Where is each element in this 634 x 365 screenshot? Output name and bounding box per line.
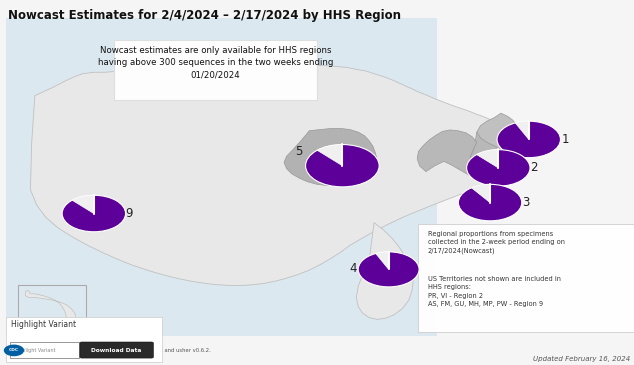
Circle shape: [467, 150, 530, 186]
Circle shape: [497, 121, 560, 158]
FancyBboxPatch shape: [80, 342, 153, 358]
Polygon shape: [477, 113, 521, 150]
Polygon shape: [284, 128, 377, 185]
Text: Nowcast Estimates for 2/4/2024 – 2/17/2024 by HHS Region: Nowcast Estimates for 2/4/2024 – 2/17/20…: [8, 9, 401, 22]
Text: 9: 9: [126, 207, 133, 220]
Wedge shape: [317, 145, 342, 166]
Text: US Territories not shown are included in
HHS regions:
PR, VI - Region 2
AS, FM, : US Territories not shown are included in…: [428, 276, 561, 307]
FancyBboxPatch shape: [114, 40, 317, 100]
Text: Download Data: Download Data: [91, 347, 142, 353]
Circle shape: [62, 195, 126, 232]
Text: 2: 2: [530, 161, 538, 174]
FancyBboxPatch shape: [418, 224, 634, 332]
Text: Called using pangolin v4.3.1, pangolin-data v1.24 and usher v0.6.2.: Called using pangolin v4.3.1, pangolin-d…: [28, 348, 210, 353]
Text: © 2024 Mapbox  © OpenStreetMap: © 2024 Mapbox © OpenStreetMap: [8, 337, 106, 343]
Polygon shape: [30, 65, 521, 285]
Text: Regional proportions from specimens
collected in the 2-week period ending on
2/1: Regional proportions from specimens coll…: [428, 231, 565, 254]
Text: CDC: CDC: [9, 349, 19, 352]
FancyBboxPatch shape: [10, 342, 79, 358]
Circle shape: [458, 184, 522, 221]
FancyBboxPatch shape: [6, 317, 162, 362]
Text: 5: 5: [295, 145, 302, 158]
Text: Highlight Variant: Highlight Variant: [11, 320, 77, 330]
Wedge shape: [376, 252, 389, 269]
Polygon shape: [470, 132, 501, 165]
Circle shape: [358, 252, 419, 287]
Polygon shape: [18, 285, 86, 328]
Text: 3: 3: [522, 196, 529, 209]
FancyBboxPatch shape: [6, 18, 437, 336]
Wedge shape: [472, 184, 490, 203]
Text: 1: 1: [562, 133, 569, 146]
Wedge shape: [515, 121, 529, 139]
Polygon shape: [356, 223, 413, 319]
Wedge shape: [72, 195, 94, 214]
Polygon shape: [417, 130, 477, 176]
Circle shape: [4, 345, 24, 356]
Polygon shape: [25, 290, 76, 322]
Text: Highlight Variant: Highlight Variant: [14, 347, 55, 353]
Wedge shape: [477, 150, 498, 168]
Text: 4: 4: [349, 262, 357, 275]
Circle shape: [306, 145, 379, 187]
Text: Updated February 16, 2024: Updated February 16, 2024: [533, 356, 630, 362]
Text: Nowcast estimates are only available for HHS regions
having above 300 sequences : Nowcast estimates are only available for…: [98, 46, 333, 80]
